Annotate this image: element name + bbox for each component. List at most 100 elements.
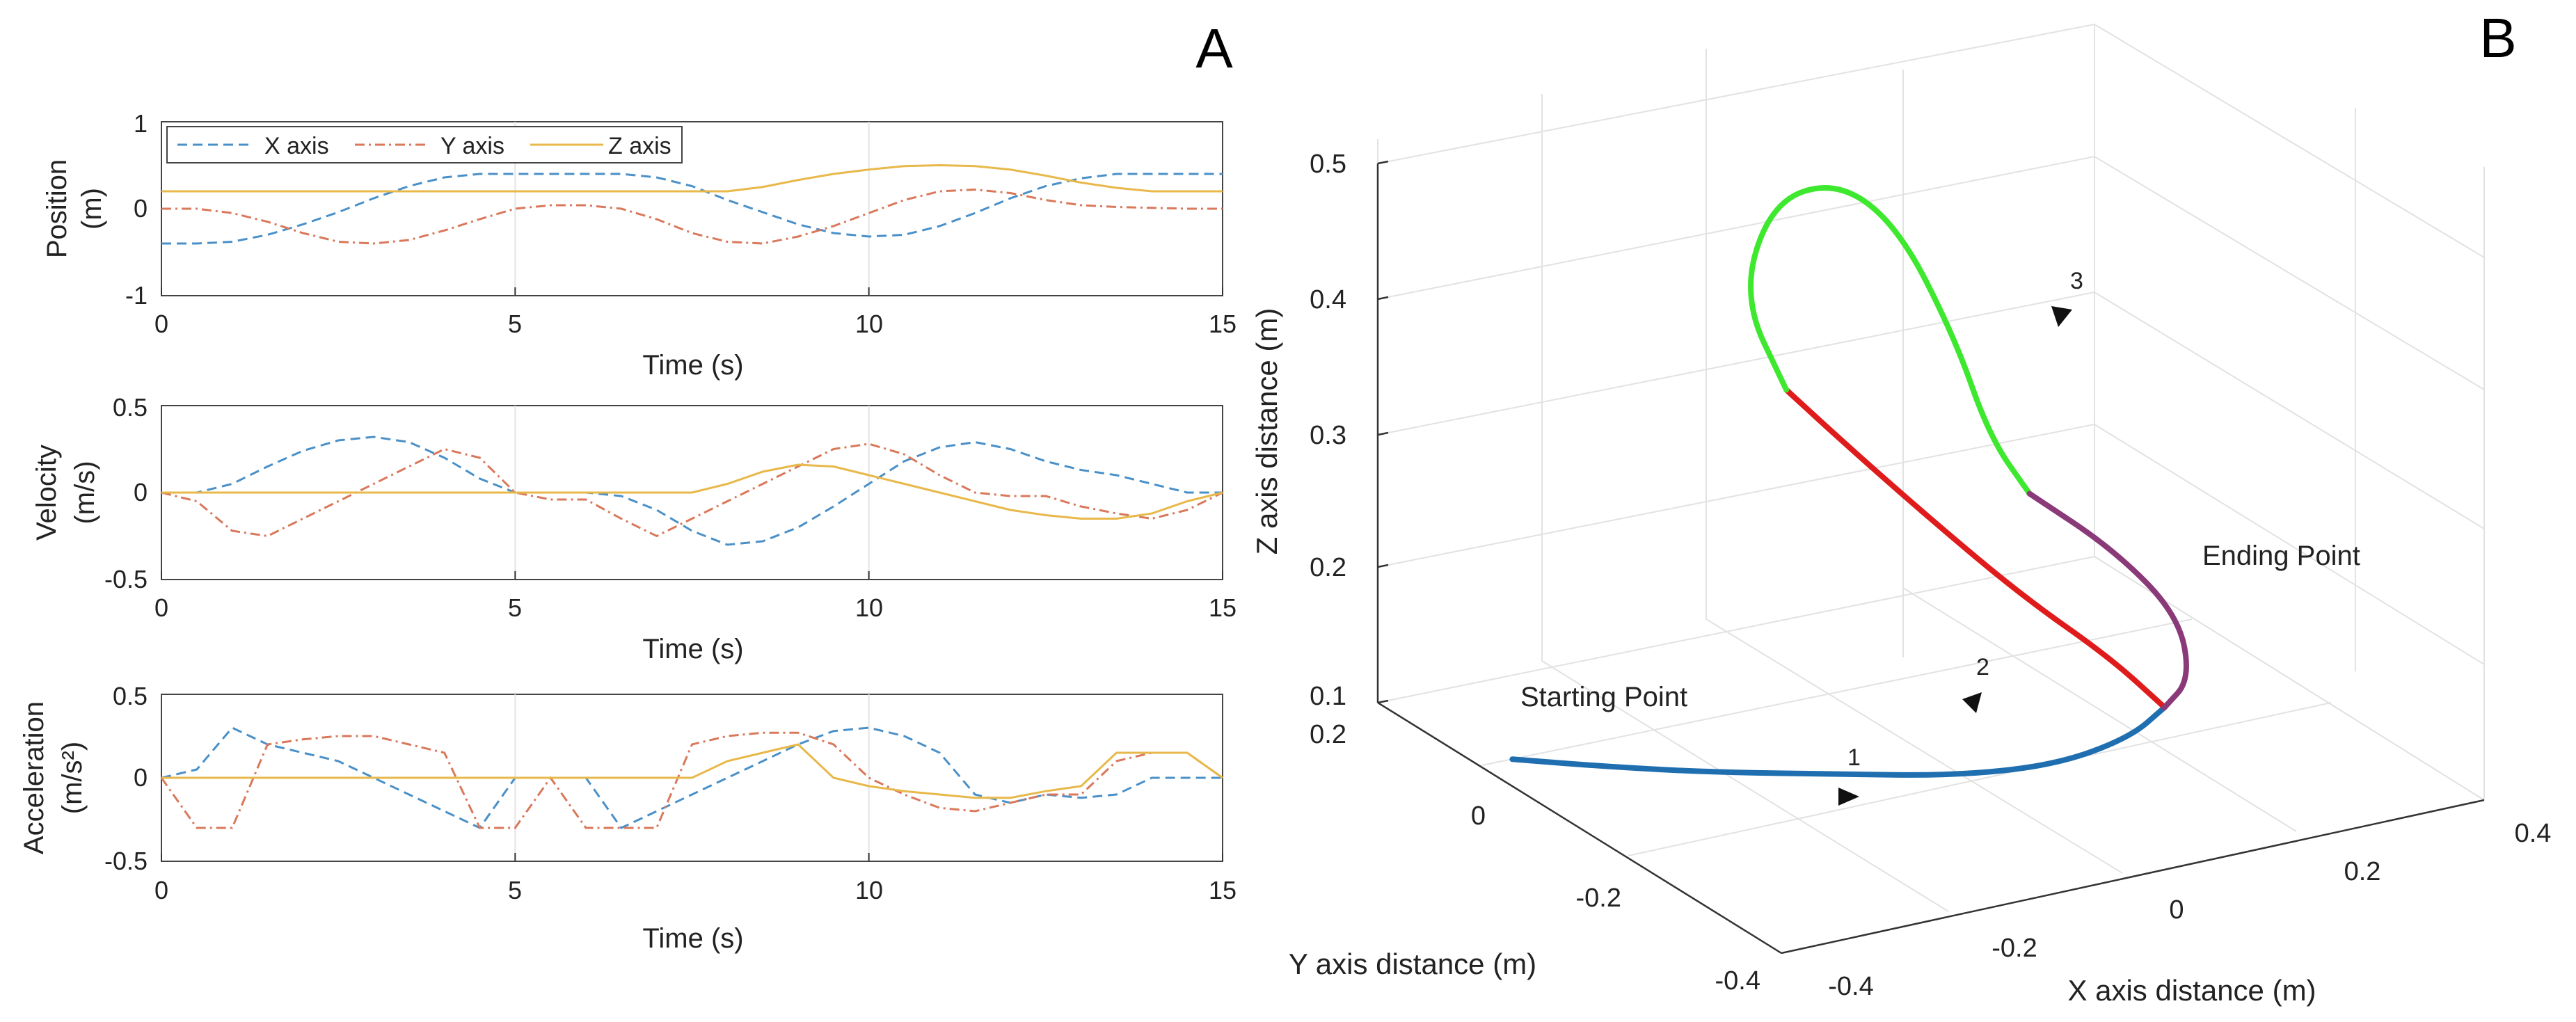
x-axis-label: Time (s) xyxy=(642,923,743,954)
x-tick-label: 5 xyxy=(508,310,522,338)
x-tick-label: 5 xyxy=(508,876,522,904)
velocity-chart: 0.5 0 -0.5 0 5 10 15 Time (s) Velocity (… xyxy=(31,393,1237,664)
series-line-x-axis xyxy=(161,436,1223,546)
series-line-z-axis xyxy=(161,463,1223,520)
series-line-y-axis xyxy=(161,442,1223,538)
y-tick-label: 0 xyxy=(134,763,148,792)
tick xyxy=(1377,160,1389,165)
x-axis-line xyxy=(1781,799,2485,955)
grid-line xyxy=(1377,556,2095,703)
grid-line xyxy=(1706,618,2123,874)
series-line-z-axis xyxy=(161,743,1223,799)
trajectory-return xyxy=(2026,490,2189,710)
trajectory-segment-3 xyxy=(1748,185,2033,497)
x-tick-label: 10 xyxy=(855,876,883,904)
ending-point-label: Ending Point xyxy=(2202,541,2360,571)
grid-line xyxy=(1902,587,2297,832)
y-axis-label-line2: (m/s²) xyxy=(57,742,88,814)
grid-line xyxy=(1377,292,2095,436)
z-tick-label: 0.3 xyxy=(1310,421,1346,450)
grid-line xyxy=(1377,156,2095,300)
y-tick-label: -1 xyxy=(125,281,148,310)
y-tick-label: 0.5 xyxy=(113,682,148,710)
legend-entry: Z axis xyxy=(608,133,671,159)
starting-point-label: Starting Point xyxy=(1520,682,1687,712)
grid-line xyxy=(1541,660,1949,912)
grid-line xyxy=(2094,424,2485,665)
x-tick-label: 10 xyxy=(855,593,883,622)
grid-line xyxy=(1628,702,2332,856)
y-tick-label: 0 xyxy=(134,478,148,506)
z-axis-label: Z axis distance (m) xyxy=(1250,308,1283,555)
trajectory xyxy=(1509,185,2189,778)
grid-line xyxy=(1377,424,2095,568)
arrow-label-3: 3 xyxy=(2070,268,2083,294)
x-tick-label: -0.4 xyxy=(1828,972,1873,1001)
legend-entry: Y axis xyxy=(440,133,504,159)
axes xyxy=(1376,163,2485,955)
series-line-x-axis xyxy=(161,173,1223,245)
series-line-y-axis xyxy=(160,731,1223,829)
grid-line xyxy=(1377,24,2095,164)
y-tick-label: 1 xyxy=(134,109,148,138)
y-tick-label: 0 xyxy=(1471,801,1486,831)
x-axis-label: Time (s) xyxy=(642,634,743,664)
z-tick-label: 0.4 xyxy=(1310,285,1346,314)
panel-label-a: A xyxy=(1195,17,1233,79)
arrow-label-1: 1 xyxy=(1847,744,1861,771)
y-axis-line xyxy=(1377,701,1782,955)
tick xyxy=(1377,296,1389,301)
x-tick-label: 15 xyxy=(1209,876,1237,904)
y-tick-label: -0.5 xyxy=(104,565,148,593)
panel-label-b: B xyxy=(2479,7,2516,69)
box-grid xyxy=(1377,24,2485,954)
z-tick-label: 0.1 xyxy=(1310,682,1346,711)
x-tick-label: -0.2 xyxy=(1991,934,2037,963)
arrow-label-2: 2 xyxy=(1976,654,1989,680)
grid-line xyxy=(2094,156,2485,390)
tick xyxy=(1377,564,1389,568)
y-tick-label: -0.4 xyxy=(1715,966,1760,996)
grid-line xyxy=(2094,24,2485,258)
x-tick-label: 15 xyxy=(1209,310,1237,338)
y-axis-label: Y axis distance (m) xyxy=(1289,948,1536,980)
direction-arrow-3 xyxy=(2051,306,2072,327)
acceleration-chart: 0.5 0 -0.5 0 5 10 15 Time (s) Accelerati… xyxy=(19,682,1237,954)
grid-line xyxy=(2094,292,2485,529)
series-line-x-axis xyxy=(161,726,1223,829)
x-tick-label: 0.2 xyxy=(2344,857,2381,886)
x-tick-label: 0.4 xyxy=(2515,819,2552,848)
z-tick-label: 0.5 xyxy=(1310,150,1346,179)
legend-entry: X axis xyxy=(264,133,329,159)
x-tick-label: 0 xyxy=(2169,895,2184,925)
series-line-z-axis xyxy=(161,163,1223,193)
y-axis-label-line2: (m) xyxy=(77,188,107,230)
legend: X axis Y axis Z axis xyxy=(166,126,683,163)
direction-arrow-2 xyxy=(1962,692,1982,713)
x-tick-label: 5 xyxy=(508,593,522,622)
trajectory-segment-1 xyxy=(1509,704,2168,778)
tick xyxy=(1377,699,1389,704)
x-tick-label: 0 xyxy=(154,593,168,622)
z-tick-label: 0.2 xyxy=(1310,553,1346,582)
y-axis-label-line1: Velocity xyxy=(31,445,62,541)
y-tick-label: 0.5 xyxy=(113,393,148,422)
trajectory-3d-chart: 0.5 0.4 0.3 0.2 0.1 0.2 0 -0.2 -0.4 -0.4… xyxy=(1250,24,2551,1007)
position-chart: 1 0 -1 0 5 10 15 Time (s) Position (m) X… xyxy=(42,109,1237,381)
x-tick-label: 0 xyxy=(154,310,168,338)
y-axis-label-line1: Position xyxy=(42,159,72,258)
x-tick-label: 10 xyxy=(855,310,883,338)
x-tick-label: 15 xyxy=(1209,593,1237,622)
x-tick-label: 0 xyxy=(154,876,168,904)
grid-line xyxy=(1481,618,2193,766)
tick xyxy=(1377,431,1389,436)
y-axis-label-line2: (m/s) xyxy=(70,461,100,524)
y-axis-label-line1: Acceleration xyxy=(19,701,49,854)
y-tick-label: 0.2 xyxy=(1310,720,1346,749)
z-ticks xyxy=(1377,160,1389,704)
direction-arrow-1 xyxy=(1838,788,1859,806)
y-tick-label: 0 xyxy=(134,194,148,223)
x-axis-label: X axis distance (m) xyxy=(2067,974,2316,1007)
x-axis-label: Time (s) xyxy=(642,350,743,381)
